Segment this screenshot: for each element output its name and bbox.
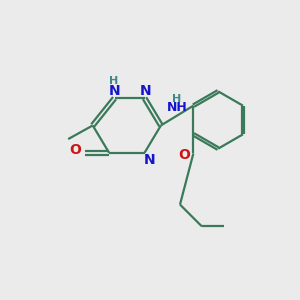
Text: O: O bbox=[178, 148, 190, 162]
Text: N: N bbox=[109, 84, 120, 98]
Text: N: N bbox=[140, 84, 152, 98]
Text: N: N bbox=[144, 152, 155, 167]
Text: O: O bbox=[69, 143, 81, 157]
Text: NH: NH bbox=[167, 101, 188, 114]
Text: H: H bbox=[109, 76, 118, 86]
Text: H: H bbox=[172, 94, 181, 104]
